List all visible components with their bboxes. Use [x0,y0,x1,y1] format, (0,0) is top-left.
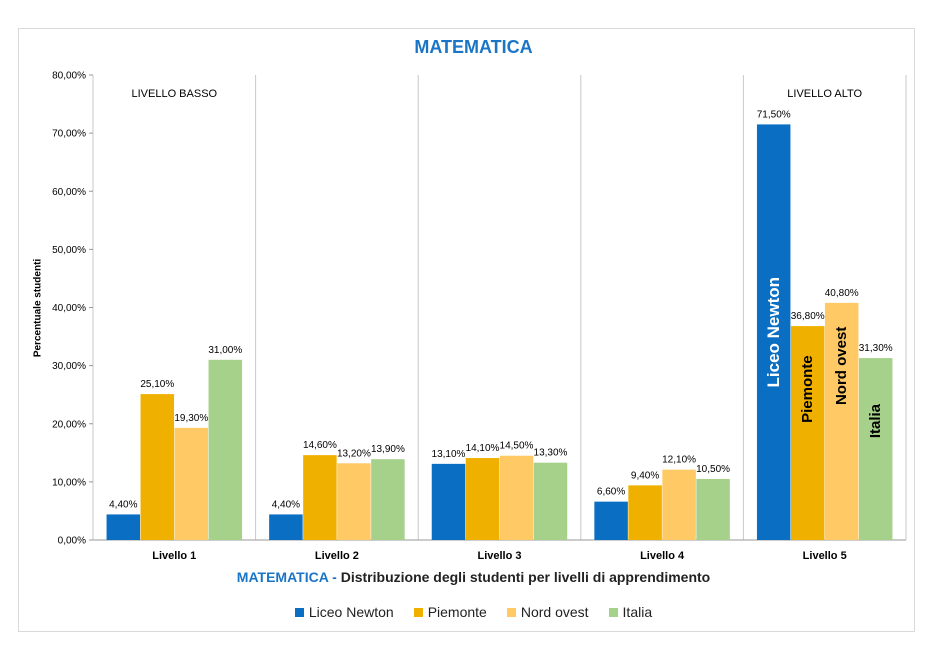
bar [756,124,791,540]
y-tick-label: 0,00% [58,536,86,547]
data-label: 36,80% [791,311,825,322]
level-annotation: LIVELLO ALTO [787,88,862,100]
data-label: 13,20% [337,448,371,459]
bar-series-label: Piemonte [799,355,816,423]
data-label: 9,40% [631,470,659,481]
legend: Liceo Newton Piemonte Nord ovest Italia [0,604,947,620]
chart-title: MATEMATICA [414,37,533,57]
bar-series-label: Liceo Newton [764,277,783,388]
category-label: Livello 5 [803,550,847,562]
data-label: 13,90% [371,444,405,455]
legend-label: Piemonte [427,604,487,620]
data-label: 14,50% [500,441,534,452]
y-tick-label: 40,00% [52,303,86,314]
data-label: 12,10% [662,455,696,466]
bar [628,485,662,540]
category-label: Livello 4 [640,550,685,562]
legend-swatch [294,607,304,617]
data-label: 13,10% [432,449,466,460]
bar [858,358,893,540]
legend-swatch [413,607,423,617]
y-tick-label: 10,00% [52,477,86,488]
x-axis-title: MATEMATICA - Distribuzione degli student… [0,569,947,585]
legend-swatch [506,607,516,617]
bar [337,463,371,540]
bar [208,359,243,540]
legend-item-piemonte: Piemonte [413,604,487,620]
bar [371,459,405,540]
data-label: 6,60% [597,487,625,498]
category-label: Livello 2 [315,550,359,562]
data-label: 71,50% [757,109,791,120]
data-label: 4,40% [109,499,137,510]
data-label: 31,30% [859,343,893,354]
data-label: 14,60% [303,440,337,451]
bar [174,427,209,540]
bar [431,463,466,540]
y-tick-label: 60,00% [52,187,86,198]
legend-label: Nord ovest [520,604,589,620]
data-label: 14,10% [466,443,500,454]
data-label: 4,40% [272,499,300,510]
category-label: Livello 1 [152,550,196,562]
legend-item-italia: Italia [608,604,653,620]
legend-item-liceo-newton: Liceo Newton [294,604,394,620]
legend-item-nord-ovest: Nord ovest [506,604,589,620]
category-label: Livello 3 [477,550,521,562]
bar [696,478,730,540]
data-label: 25,10% [140,379,174,390]
level-annotation: LIVELLO BASSO [131,88,217,100]
data-label: 13,30% [534,448,568,459]
data-label: 10,50% [696,464,730,475]
bar [594,501,628,540]
bar [106,514,141,540]
legend-label: Liceo Newton [308,604,394,620]
data-label: 31,00% [208,345,242,356]
bar-series-label: Italia [867,403,884,438]
bar-series-label: Nord ovest [833,327,850,405]
y-tick-label: 70,00% [52,129,86,140]
bar [499,455,534,540]
bar [533,462,568,540]
x-axis-title-rest: Distribuzione degli studenti per livelli… [336,569,711,585]
y-tick-label: 80,00% [52,71,86,82]
data-label: 19,30% [174,413,208,424]
y-tick-label: 20,00% [52,419,86,430]
bar [465,458,500,540]
y-tick-label: 30,00% [52,361,86,372]
bar [824,302,859,540]
bar [662,469,696,540]
data-label: 40,80% [825,288,859,299]
bar [269,514,303,540]
legend-swatch [608,607,618,617]
bar [140,394,175,540]
y-tick-label: 50,00% [52,245,86,256]
x-axis-title-accent: MATEMATICA - [236,569,337,585]
legend-label: Italia [622,604,653,620]
bar [303,455,337,540]
bar [790,326,825,540]
